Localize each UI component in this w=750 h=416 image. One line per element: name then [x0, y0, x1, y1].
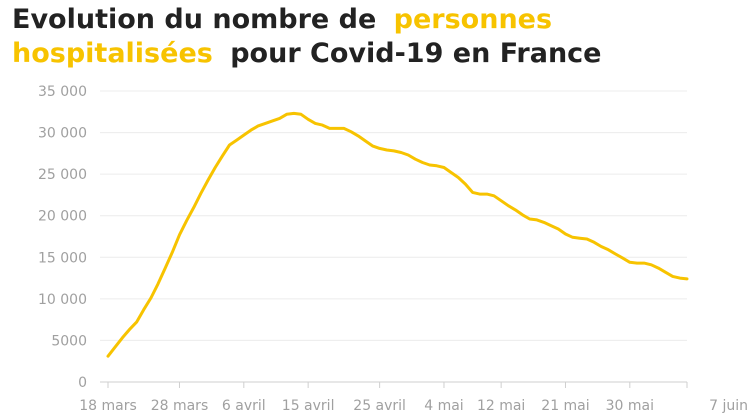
y-tick-label: 30 000	[38, 126, 87, 142]
chart-title-line: hospitalisées pour Covid-19 en France	[12, 38, 602, 69]
x-tick-label: 6 avril	[222, 398, 266, 414]
data-line	[106, 111, 689, 358]
y-tick-label: 35 000	[38, 84, 87, 100]
x-tick-label: 21 mai	[541, 398, 589, 414]
x-tick-label: 7 juin	[709, 398, 748, 414]
chart-title-line: Evolution du nombre de personnes	[12, 4, 552, 35]
x-tick-label: 30 mai	[606, 398, 654, 414]
title-part: Evolution du nombre de	[12, 4, 376, 35]
x-tick-label: 12 mai	[477, 398, 525, 414]
y-tick-label: 15 000	[38, 250, 87, 266]
y-tick-label: 10 000	[38, 292, 87, 308]
title-part: personnes	[394, 4, 552, 35]
x-tick-label: 18 mars	[79, 398, 137, 414]
x-tick-label: 28 mars	[151, 398, 209, 414]
title-part: hospitalisées	[12, 38, 213, 69]
x-tick-label: 4 mai	[424, 398, 463, 414]
x-tick-label: 25 avril	[353, 398, 406, 414]
y-tick-label: 20 000	[38, 209, 87, 225]
y-tick-label: 25 000	[38, 167, 87, 183]
y-tick-label: 5000	[51, 333, 87, 349]
title-part: pour Covid-19 en France	[230, 38, 601, 69]
x-tick-label: 15 avril	[282, 398, 335, 414]
y-tick-label: 0	[78, 375, 87, 391]
